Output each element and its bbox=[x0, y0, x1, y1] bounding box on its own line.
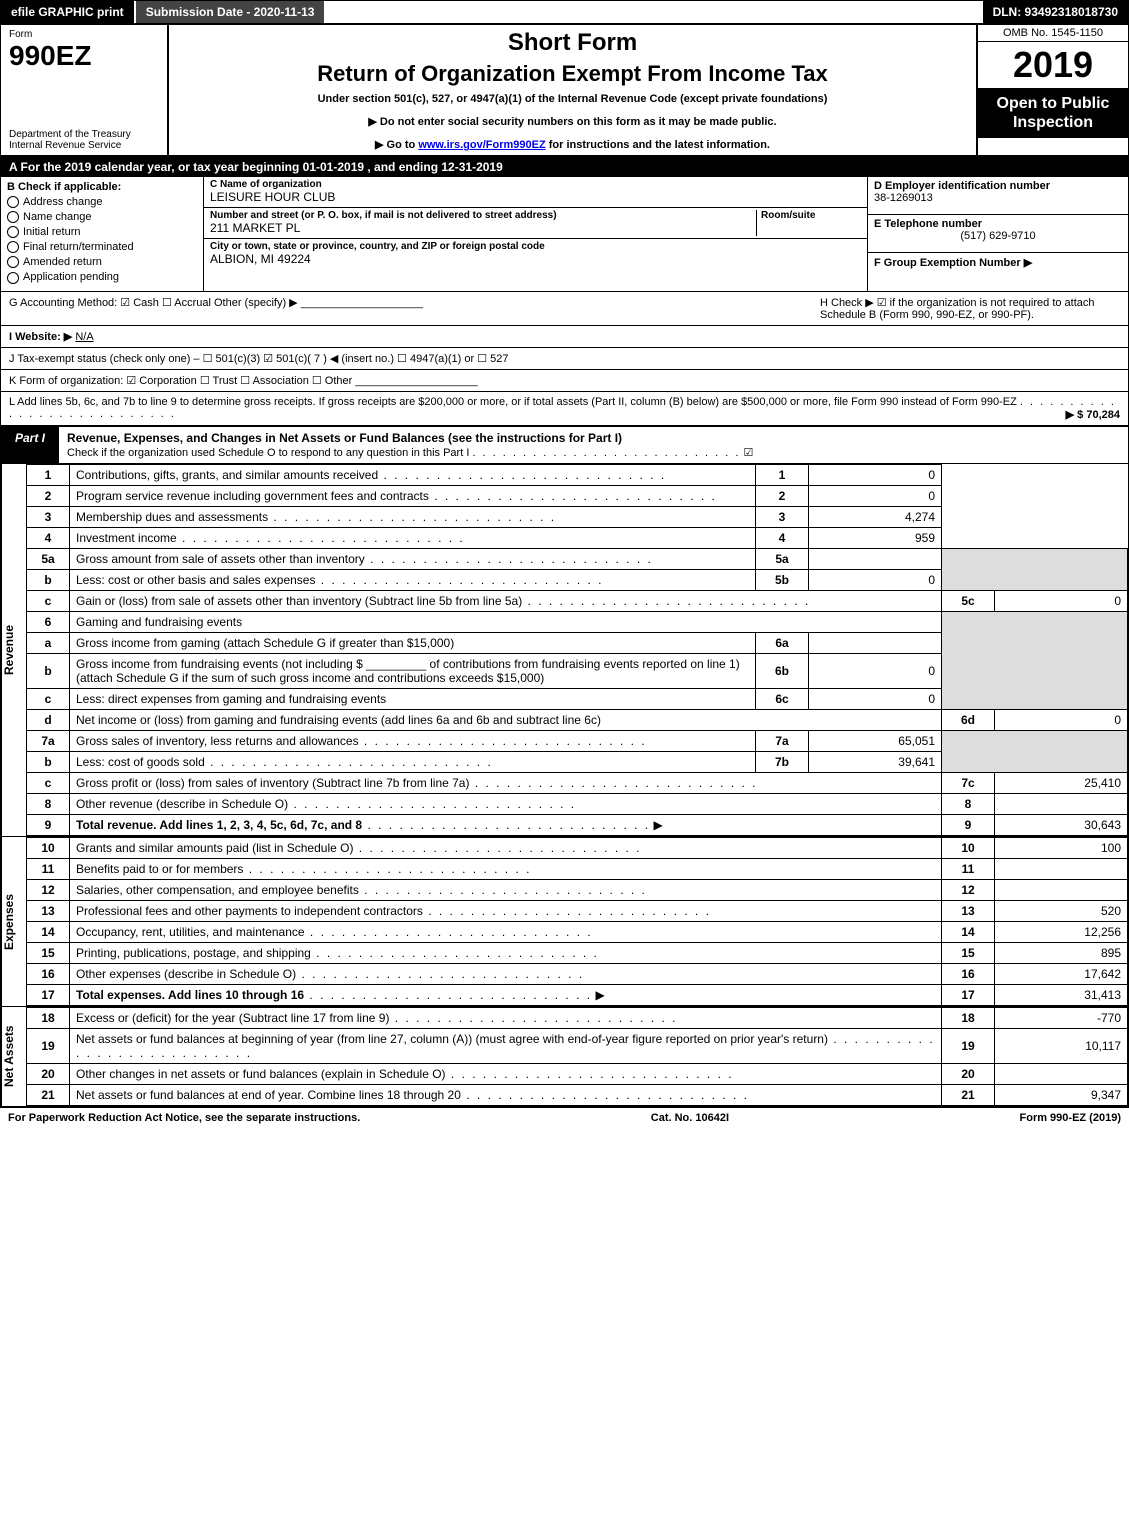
table-row: 9Total revenue. Add lines 1, 2, 3, 4, 5c… bbox=[27, 814, 1128, 835]
part-i-note: Check if the organization used Schedule … bbox=[67, 447, 469, 459]
table-row: 10Grants and similar amounts paid (list … bbox=[27, 837, 1128, 858]
part-i-check[interactable]: ☑ bbox=[743, 447, 753, 459]
part-i-title: Revenue, Expenses, and Changes in Net As… bbox=[67, 431, 622, 445]
irs-link[interactable]: www.irs.gov/Form990EZ bbox=[418, 139, 545, 151]
form-number: 990EZ bbox=[9, 40, 159, 72]
city-value: ALBION, MI 49224 bbox=[210, 252, 861, 266]
expenses-table: 10Grants and similar amounts paid (list … bbox=[26, 837, 1128, 1006]
website-label: I Website: ▶ bbox=[9, 331, 72, 343]
table-row: 21Net assets or fund balances at end of … bbox=[27, 1084, 1128, 1105]
part-i-tab: Part I bbox=[1, 427, 59, 463]
accounting-method: G Accounting Method: ☑ Cash ☐ Accrual Ot… bbox=[9, 296, 820, 321]
gross-receipts-amount: ▶ $ 70,284 bbox=[1066, 408, 1120, 421]
form-header: Form 990EZ Department of the Treasury In… bbox=[1, 25, 1128, 157]
submission-date-button[interactable]: Submission Date - 2020-11-13 bbox=[136, 1, 327, 23]
checkbox-amended-return[interactable]: Amended return bbox=[7, 256, 197, 268]
room-suite-label: Room/suite bbox=[761, 210, 861, 221]
dln-label: DLN: 93492318018730 bbox=[983, 1, 1128, 23]
box-b-title: B Check if applicable: bbox=[7, 181, 197, 193]
table-row: 11Benefits paid to or for members11 bbox=[27, 858, 1128, 879]
table-row: 18Excess or (deficit) for the year (Subt… bbox=[27, 1007, 1128, 1028]
table-row: 7aGross sales of inventory, less returns… bbox=[27, 730, 1128, 751]
table-row: cGross profit or (loss) from sales of in… bbox=[27, 772, 1128, 793]
org-name-label: C Name of organization bbox=[210, 179, 861, 190]
main-title: Return of Organization Exempt From Incom… bbox=[177, 61, 968, 87]
table-row: 8Other revenue (describe in Schedule O)8 bbox=[27, 793, 1128, 814]
revenue-side-label: Revenue bbox=[1, 464, 26, 836]
table-row: 5aGross amount from sale of assets other… bbox=[27, 548, 1128, 569]
form-of-org: K Form of organization: ☑ Corporation ☐ … bbox=[9, 374, 1120, 387]
goto-prefix: ▶ Go to bbox=[375, 139, 418, 151]
org-name-value: LEISURE HOUR CLUB bbox=[210, 190, 861, 204]
footer-right: Form 990-EZ (2019) bbox=[1020, 1112, 1121, 1124]
schedule-b-check: H Check ▶ ☑ if the organization is not r… bbox=[820, 296, 1120, 321]
page-footer: For Paperwork Reduction Act Notice, see … bbox=[0, 1108, 1129, 1128]
revenue-table: 1Contributions, gifts, grants, and simil… bbox=[26, 464, 1128, 836]
address-label: Number and street (or P. O. box, if mail… bbox=[210, 210, 756, 221]
form-word: Form bbox=[9, 29, 159, 40]
table-row: dNet income or (loss) from gaming and fu… bbox=[27, 709, 1128, 730]
entity-block: B Check if applicable: Address change Na… bbox=[1, 177, 1128, 292]
irs-label: Internal Revenue Service bbox=[9, 140, 159, 151]
table-row: 17Total expenses. Add lines 10 through 1… bbox=[27, 984, 1128, 1005]
top-bar: efile GRAPHIC print Submission Date - 20… bbox=[1, 1, 1128, 25]
table-row: 12Salaries, other compensation, and empl… bbox=[27, 879, 1128, 900]
phone-label: E Telephone number bbox=[874, 218, 1122, 230]
ssn-warning: ▶ Do not enter social security numbers o… bbox=[177, 115, 968, 128]
table-row: 14Occupancy, rent, utilities, and mainte… bbox=[27, 921, 1128, 942]
goto-suffix: for instructions and the latest informat… bbox=[549, 139, 770, 151]
efile-print-button[interactable]: efile GRAPHIC print bbox=[1, 1, 136, 23]
netassets-side-label: Net Assets bbox=[1, 1007, 26, 1106]
table-row: 6Gaming and fundraising events bbox=[27, 611, 1128, 632]
phone-value: (517) 629-9710 bbox=[874, 230, 1122, 242]
table-row: 2Program service revenue including gover… bbox=[27, 485, 1128, 506]
table-row: 15Printing, publications, postage, and s… bbox=[27, 942, 1128, 963]
open-public-badge: Open to Public Inspection bbox=[978, 88, 1128, 138]
checkbox-name-change[interactable]: Name change bbox=[7, 211, 197, 223]
footer-mid: Cat. No. 10642I bbox=[651, 1112, 729, 1124]
tax-period-row: A For the 2019 calendar year, or tax yea… bbox=[1, 157, 1128, 177]
checkbox-initial-return[interactable]: Initial return bbox=[7, 226, 197, 238]
part-i-header: Part I Revenue, Expenses, and Changes in… bbox=[1, 426, 1128, 464]
table-row: 4Investment income4959 bbox=[27, 527, 1128, 548]
checkbox-application-pending[interactable]: Application pending bbox=[7, 271, 197, 283]
subtitle: Under section 501(c), 527, or 4947(a)(1)… bbox=[177, 93, 968, 105]
tax-year: 2019 bbox=[978, 42, 1128, 88]
short-form-title: Short Form bbox=[177, 29, 968, 57]
table-row: 1Contributions, gifts, grants, and simil… bbox=[27, 464, 1128, 485]
ein-label: D Employer identification number bbox=[874, 180, 1122, 192]
table-row: 13Professional fees and other payments t… bbox=[27, 900, 1128, 921]
table-row: 16Other expenses (describe in Schedule O… bbox=[27, 963, 1128, 984]
website-value: N/A bbox=[75, 331, 93, 343]
table-row: cGain or (loss) from sale of assets othe… bbox=[27, 590, 1128, 611]
table-row: 20Other changes in net assets or fund ba… bbox=[27, 1063, 1128, 1084]
city-label: City or town, state or province, country… bbox=[210, 241, 861, 252]
checkbox-address-change[interactable]: Address change bbox=[7, 196, 197, 208]
tax-exempt-status: J Tax-exempt status (check only one) – ☐… bbox=[9, 352, 1120, 365]
gross-receipts-text: L Add lines 5b, 6c, and 7b to line 9 to … bbox=[9, 396, 1017, 408]
ein-value: 38-1269013 bbox=[874, 192, 1122, 204]
group-exemption-label: F Group Exemption Number ▶ bbox=[874, 256, 1122, 269]
checkbox-final-return[interactable]: Final return/terminated bbox=[7, 241, 197, 253]
footer-left: For Paperwork Reduction Act Notice, see … bbox=[8, 1112, 360, 1124]
address-value: 211 MARKET PL bbox=[210, 221, 756, 235]
omb-number: OMB No. 1545-1150 bbox=[978, 25, 1128, 42]
expenses-side-label: Expenses bbox=[1, 837, 26, 1006]
table-row: 3Membership dues and assessments34,274 bbox=[27, 506, 1128, 527]
table-row: 19Net assets or fund balances at beginni… bbox=[27, 1028, 1128, 1063]
netassets-table: 18Excess or (deficit) for the year (Subt… bbox=[26, 1007, 1128, 1106]
dept-label: Department of the Treasury bbox=[9, 129, 159, 140]
